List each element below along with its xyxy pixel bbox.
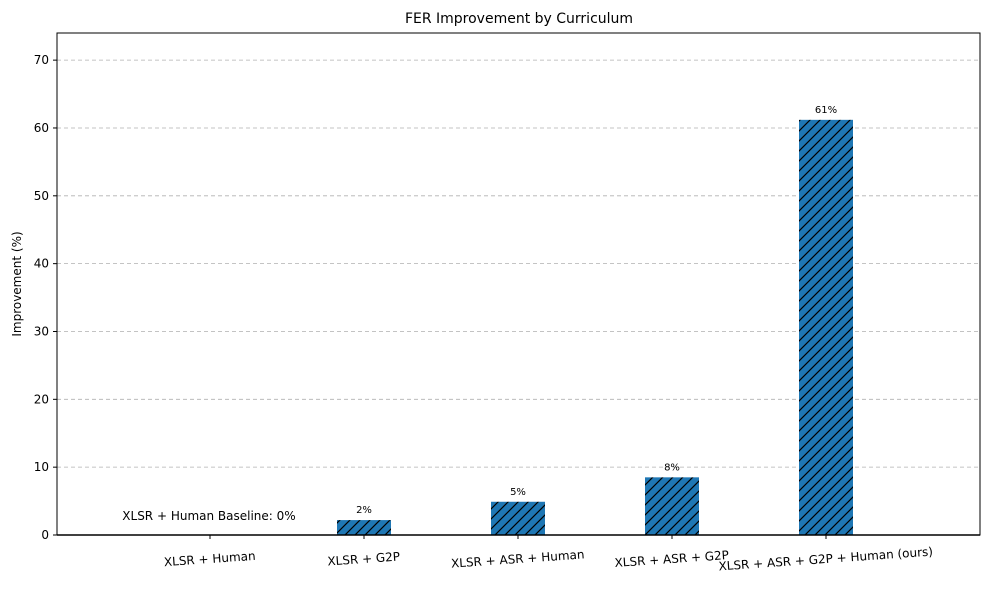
y-tick-label-0: 0 [41, 528, 49, 542]
bar-3 [645, 477, 699, 535]
bars [337, 119, 853, 536]
bar-2 [491, 501, 545, 535]
x-tick-label-1: XLSR + G2P [327, 549, 401, 568]
y-tick-label-70: 70 [34, 53, 49, 67]
bar-1 [337, 520, 391, 535]
x-tick-label-0: XLSR + Human [163, 549, 256, 569]
bar-value-label-1: 2% [356, 505, 372, 516]
y-axis-label: Improvement (%) [10, 231, 24, 336]
y-tick-label-20: 20 [34, 392, 49, 406]
bar-value-label-2: 5% [510, 487, 526, 498]
y-tick-label-30: 30 [34, 324, 49, 338]
y-tick-label-10: 10 [34, 460, 49, 474]
y-axis-ticks: 0 10 20 30 40 50 60 70 [34, 53, 57, 542]
baseline-annotation: XLSR + Human Baseline: 0% [122, 509, 295, 523]
x-tick-label-2: XLSR + ASR + Human [451, 547, 585, 570]
x-tick-label-4: XLSR + ASR + G2P + Human (ours) [718, 545, 933, 574]
bar-value-labels: 2% 5% 8% 61% [356, 105, 837, 516]
x-axis-ticks: XLSR + Human XLSR + G2P XLSR + ASR + Human… [163, 535, 933, 573]
x-tick-label-3: XLSR + ASR + G2P [614, 548, 729, 570]
y-tick-label-60: 60 [34, 121, 49, 135]
y-tick-label-40: 40 [34, 257, 49, 271]
bar-4 [799, 119, 853, 536]
y-tick-label-50: 50 [34, 189, 49, 203]
chart-title: FER Improvement by Curriculum [405, 11, 633, 27]
bar-value-label-3: 8% [664, 462, 680, 473]
bar-value-label-4: 61% [815, 105, 837, 116]
